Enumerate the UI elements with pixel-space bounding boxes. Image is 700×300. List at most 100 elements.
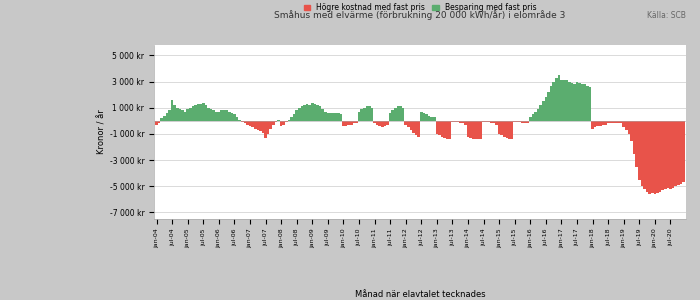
Bar bbox=[545, 97, 547, 121]
Bar bbox=[391, 110, 394, 121]
Bar bbox=[218, 112, 220, 121]
Bar bbox=[262, 121, 265, 133]
Bar bbox=[335, 113, 337, 121]
Bar bbox=[500, 121, 503, 135]
Bar bbox=[379, 121, 381, 126]
Bar bbox=[636, 121, 638, 167]
Bar bbox=[314, 104, 316, 121]
Bar bbox=[194, 105, 197, 121]
Bar bbox=[358, 112, 360, 121]
Bar bbox=[407, 121, 410, 128]
Bar bbox=[212, 110, 215, 121]
Bar bbox=[283, 121, 285, 125]
Bar bbox=[672, 121, 674, 188]
Bar bbox=[560, 80, 563, 121]
Text: Småhus med elvärme (förbrukning 20 000 kWh/år) i elområde 3: Småhus med elvärme (förbrukning 20 000 k… bbox=[274, 10, 566, 20]
Bar bbox=[298, 108, 300, 121]
Bar bbox=[519, 121, 522, 122]
Bar bbox=[233, 114, 236, 121]
Bar bbox=[355, 121, 358, 124]
Legend: Högre kostnad med fast pris, Besparing med fast pris: Högre kostnad med fast pris, Besparing m… bbox=[301, 0, 539, 15]
Bar bbox=[184, 112, 186, 121]
Bar bbox=[417, 121, 420, 136]
Bar bbox=[425, 114, 428, 121]
Bar bbox=[321, 109, 324, 121]
Bar bbox=[557, 75, 560, 121]
Bar bbox=[158, 121, 160, 124]
Bar bbox=[599, 121, 602, 126]
Bar bbox=[368, 106, 371, 121]
Bar bbox=[662, 121, 664, 190]
Bar bbox=[337, 113, 340, 121]
Bar bbox=[350, 121, 353, 125]
Bar bbox=[274, 121, 277, 122]
Bar bbox=[360, 109, 363, 121]
Bar bbox=[596, 121, 599, 126]
Bar bbox=[300, 106, 303, 121]
Bar bbox=[638, 121, 640, 180]
Bar bbox=[456, 121, 459, 122]
Bar bbox=[493, 121, 496, 124]
Bar bbox=[376, 121, 379, 125]
Bar bbox=[477, 121, 480, 139]
Bar bbox=[496, 121, 498, 125]
Bar bbox=[589, 87, 591, 121]
Bar bbox=[329, 113, 332, 121]
Bar bbox=[498, 121, 500, 134]
Bar bbox=[433, 117, 435, 121]
Bar bbox=[666, 121, 669, 188]
Bar bbox=[272, 121, 274, 125]
Bar bbox=[485, 121, 487, 122]
Bar bbox=[254, 121, 256, 129]
Bar bbox=[459, 121, 461, 124]
Bar bbox=[602, 121, 604, 125]
Bar bbox=[181, 110, 184, 121]
Bar bbox=[344, 121, 347, 126]
Bar bbox=[513, 121, 516, 122]
Bar bbox=[381, 121, 384, 128]
Bar bbox=[534, 112, 537, 121]
Bar bbox=[659, 121, 661, 191]
Bar bbox=[280, 121, 283, 126]
Bar bbox=[327, 113, 329, 121]
Bar bbox=[402, 108, 405, 121]
Bar bbox=[570, 83, 573, 121]
Bar bbox=[228, 112, 230, 121]
Bar bbox=[443, 121, 446, 138]
Bar bbox=[288, 120, 290, 121]
Bar bbox=[265, 121, 267, 138]
Bar bbox=[230, 113, 233, 121]
Bar bbox=[620, 121, 622, 124]
Bar bbox=[575, 82, 578, 121]
Bar bbox=[555, 78, 557, 121]
Bar bbox=[630, 121, 633, 140]
Bar bbox=[309, 105, 311, 121]
Bar bbox=[251, 121, 254, 128]
Bar bbox=[612, 121, 615, 124]
Bar bbox=[547, 92, 550, 121]
Bar bbox=[651, 121, 654, 193]
Bar bbox=[487, 121, 490, 122]
Bar bbox=[202, 103, 204, 121]
Bar bbox=[438, 121, 441, 135]
Bar bbox=[677, 121, 680, 185]
Bar bbox=[423, 113, 425, 121]
Bar bbox=[446, 121, 449, 139]
Bar bbox=[311, 103, 314, 121]
Bar bbox=[622, 121, 625, 128]
Bar bbox=[656, 121, 659, 193]
Bar bbox=[511, 121, 513, 139]
Bar bbox=[578, 83, 581, 121]
Bar bbox=[412, 121, 415, 133]
Bar bbox=[540, 105, 542, 121]
Bar bbox=[415, 121, 417, 135]
Bar bbox=[420, 112, 423, 121]
Bar bbox=[168, 110, 171, 121]
Bar bbox=[225, 110, 228, 121]
Bar bbox=[592, 121, 594, 129]
Bar bbox=[215, 112, 218, 121]
Bar bbox=[399, 106, 402, 121]
Bar bbox=[581, 84, 584, 121]
Bar bbox=[189, 108, 192, 121]
Bar bbox=[293, 114, 295, 121]
